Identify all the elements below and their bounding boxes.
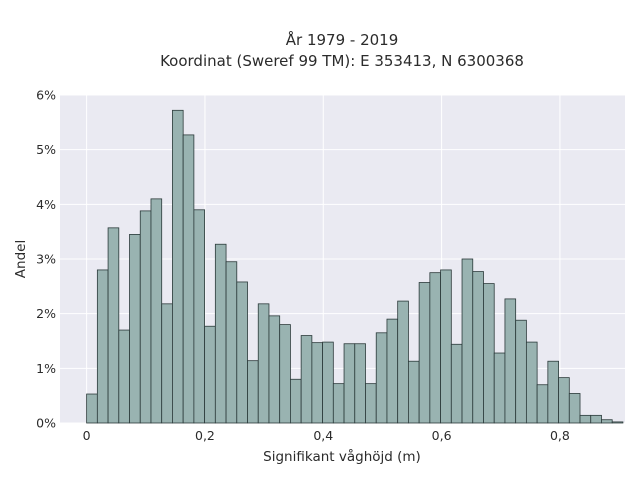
histogram-bar (193, 209, 206, 424)
histogram-bar (547, 360, 559, 424)
y-tick-label: 4% (36, 197, 56, 212)
histogram-bar (172, 109, 184, 424)
y-tick-label: 6% (36, 88, 56, 103)
histogram-bar (268, 315, 281, 424)
histogram-bar (300, 335, 313, 424)
histogram-bar (290, 378, 302, 424)
histogram-bar (590, 414, 602, 424)
histogram-bar (386, 318, 399, 424)
histogram-bar (332, 383, 345, 424)
y-tick-label: 0% (36, 416, 56, 431)
histogram-bar (611, 421, 624, 424)
histogram-bar (257, 303, 270, 424)
x-tick-label: 0 (83, 428, 91, 443)
x-tick-label: 0,8 (550, 428, 570, 443)
histogram-bar (440, 269, 452, 424)
histogram-bar (568, 393, 581, 424)
x-tick-label: 0,2 (195, 428, 215, 443)
histogram-bar (343, 343, 356, 424)
histogram-bar (354, 343, 366, 424)
histogram-bar (408, 360, 420, 424)
histogram-bars (86, 109, 624, 424)
y-axis-ticks: 0% 1% 2% 3% 4% 5% 6% (36, 88, 56, 431)
histogram-bar (472, 271, 484, 424)
y-tick-label: 5% (36, 142, 56, 157)
x-axis-label: Signifikant våghöjd (m) (263, 448, 421, 465)
histogram-bar (236, 281, 248, 424)
histogram-bar (525, 341, 538, 424)
histogram-bar (450, 343, 463, 424)
histogram-bar (311, 342, 323, 424)
histogram-bar (504, 298, 517, 424)
histogram-bar (418, 282, 431, 424)
histogram-bar (375, 332, 388, 424)
histogram-bar (429, 272, 441, 424)
histogram-bar (96, 269, 109, 424)
histogram-bar (139, 210, 152, 424)
histogram-bar (558, 377, 570, 424)
histogram-bar (493, 352, 506, 424)
histogram-bar (483, 283, 495, 424)
histogram-bar (461, 258, 474, 424)
histogram-bar (515, 319, 527, 424)
histogram-bar (247, 360, 259, 424)
histogram-bar (214, 243, 227, 424)
x-tick-label: 0,6 (432, 428, 452, 443)
histogram-bar (322, 341, 334, 424)
x-tick-label: 0,4 (313, 428, 333, 443)
y-axis-label: Andel (13, 240, 29, 278)
histogram-bar (182, 134, 195, 424)
x-axis-ticks: 0 0,2 0,4 0,6 0,8 (83, 428, 570, 443)
histogram-bar (365, 383, 377, 424)
y-tick-label: 3% (36, 252, 56, 267)
histogram-bar (86, 393, 98, 424)
histogram-bar (107, 227, 120, 424)
y-tick-label: 1% (36, 361, 56, 376)
chart-title-line2: Koordinat (Sweref 99 TM): E 353413, N 63… (160, 52, 524, 70)
histogram-bar (397, 300, 409, 424)
histogram-bar (225, 261, 238, 424)
histogram-bar (204, 325, 216, 424)
histogram-bar (279, 324, 291, 424)
histogram-bar (129, 233, 141, 424)
histogram-bar (150, 198, 163, 424)
histogram-bar (118, 329, 130, 424)
histogram-bar (536, 384, 549, 424)
histogram-bar (161, 303, 173, 424)
chart-title-line1: År 1979 - 2019 (286, 30, 399, 49)
histogram-bar (579, 414, 592, 424)
y-tick-label: 2% (36, 306, 56, 321)
histogram-bar (601, 419, 613, 424)
